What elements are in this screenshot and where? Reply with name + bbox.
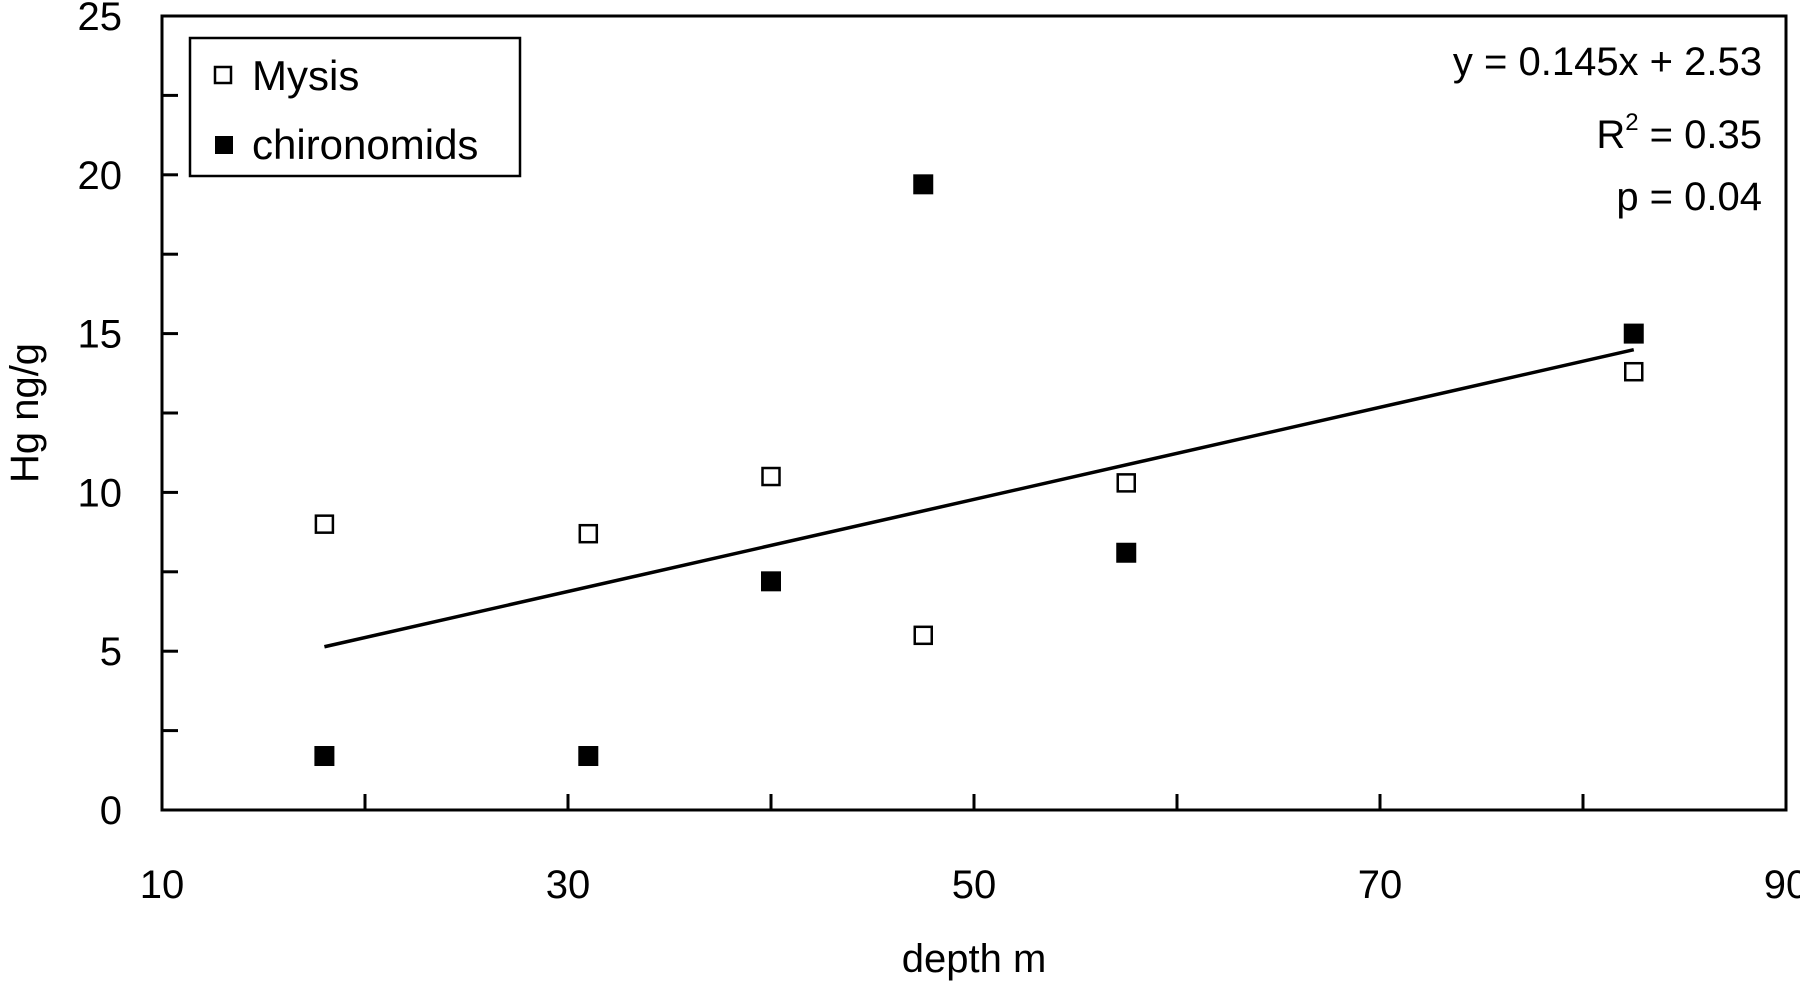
mysis-point	[578, 523, 599, 544]
x-tick-label: 30	[546, 863, 591, 907]
y-tick-label: 0	[100, 789, 122, 833]
chironomids-point	[578, 746, 599, 767]
mysis-point	[314, 514, 335, 534]
equation-annotation: y = 0.145x + 2.53	[1453, 40, 1762, 84]
x-tick-label: 90	[1764, 863, 1800, 907]
x-tick-label: 50	[952, 863, 997, 907]
legend-box	[188, 36, 522, 178]
r2-superscript: 2	[1625, 109, 1638, 136]
y-tick-label: 10	[78, 471, 123, 515]
legend-label-mysis: Mysis	[252, 52, 359, 99]
legend-label-chironomids: chironomids	[252, 121, 478, 168]
x-axis-title: depth m	[902, 937, 1047, 981]
y-axis-title: Hg ng/g	[3, 343, 47, 483]
data-points	[314, 174, 1644, 767]
x-axis-tick-labels: 10 30 50 70 90	[140, 863, 1800, 907]
r2-prefix: R	[1596, 113, 1625, 157]
y-tick-label: 25	[78, 0, 123, 39]
x-axis-ticks	[363, 794, 1585, 810]
y-tick-label: 5	[100, 630, 122, 674]
chironomids-point	[1623, 323, 1644, 344]
chironomids-point	[314, 746, 335, 767]
mysis-point	[761, 466, 781, 487]
x-tick-label: 70	[1358, 863, 1403, 907]
p-value-annotation: p = 0.04	[1616, 175, 1762, 219]
r2-value: = 0.35	[1639, 113, 1762, 157]
legend: Mysis chironomids	[188, 36, 522, 178]
trendline	[324, 348, 1635, 649]
mysis-point	[1624, 361, 1644, 382]
legend-marker-chironomids	[215, 136, 233, 154]
mysis-point	[913, 625, 933, 646]
chironomids-point	[1116, 542, 1137, 563]
y-axis-ticks	[162, 93, 178, 733]
mysis-point	[1116, 473, 1136, 493]
y-tick-label: 20	[78, 154, 123, 198]
chironomids-point	[761, 571, 781, 592]
chironomids-point	[913, 174, 934, 195]
y-tick-label: 15	[78, 313, 123, 357]
x-tick-label: 10	[140, 863, 185, 907]
legend-marker-mysis	[213, 65, 233, 85]
r2-annotation: R2 = 0.35	[1596, 109, 1762, 157]
y-axis-tick-labels: 0 5 10 15 20 25	[78, 0, 123, 833]
